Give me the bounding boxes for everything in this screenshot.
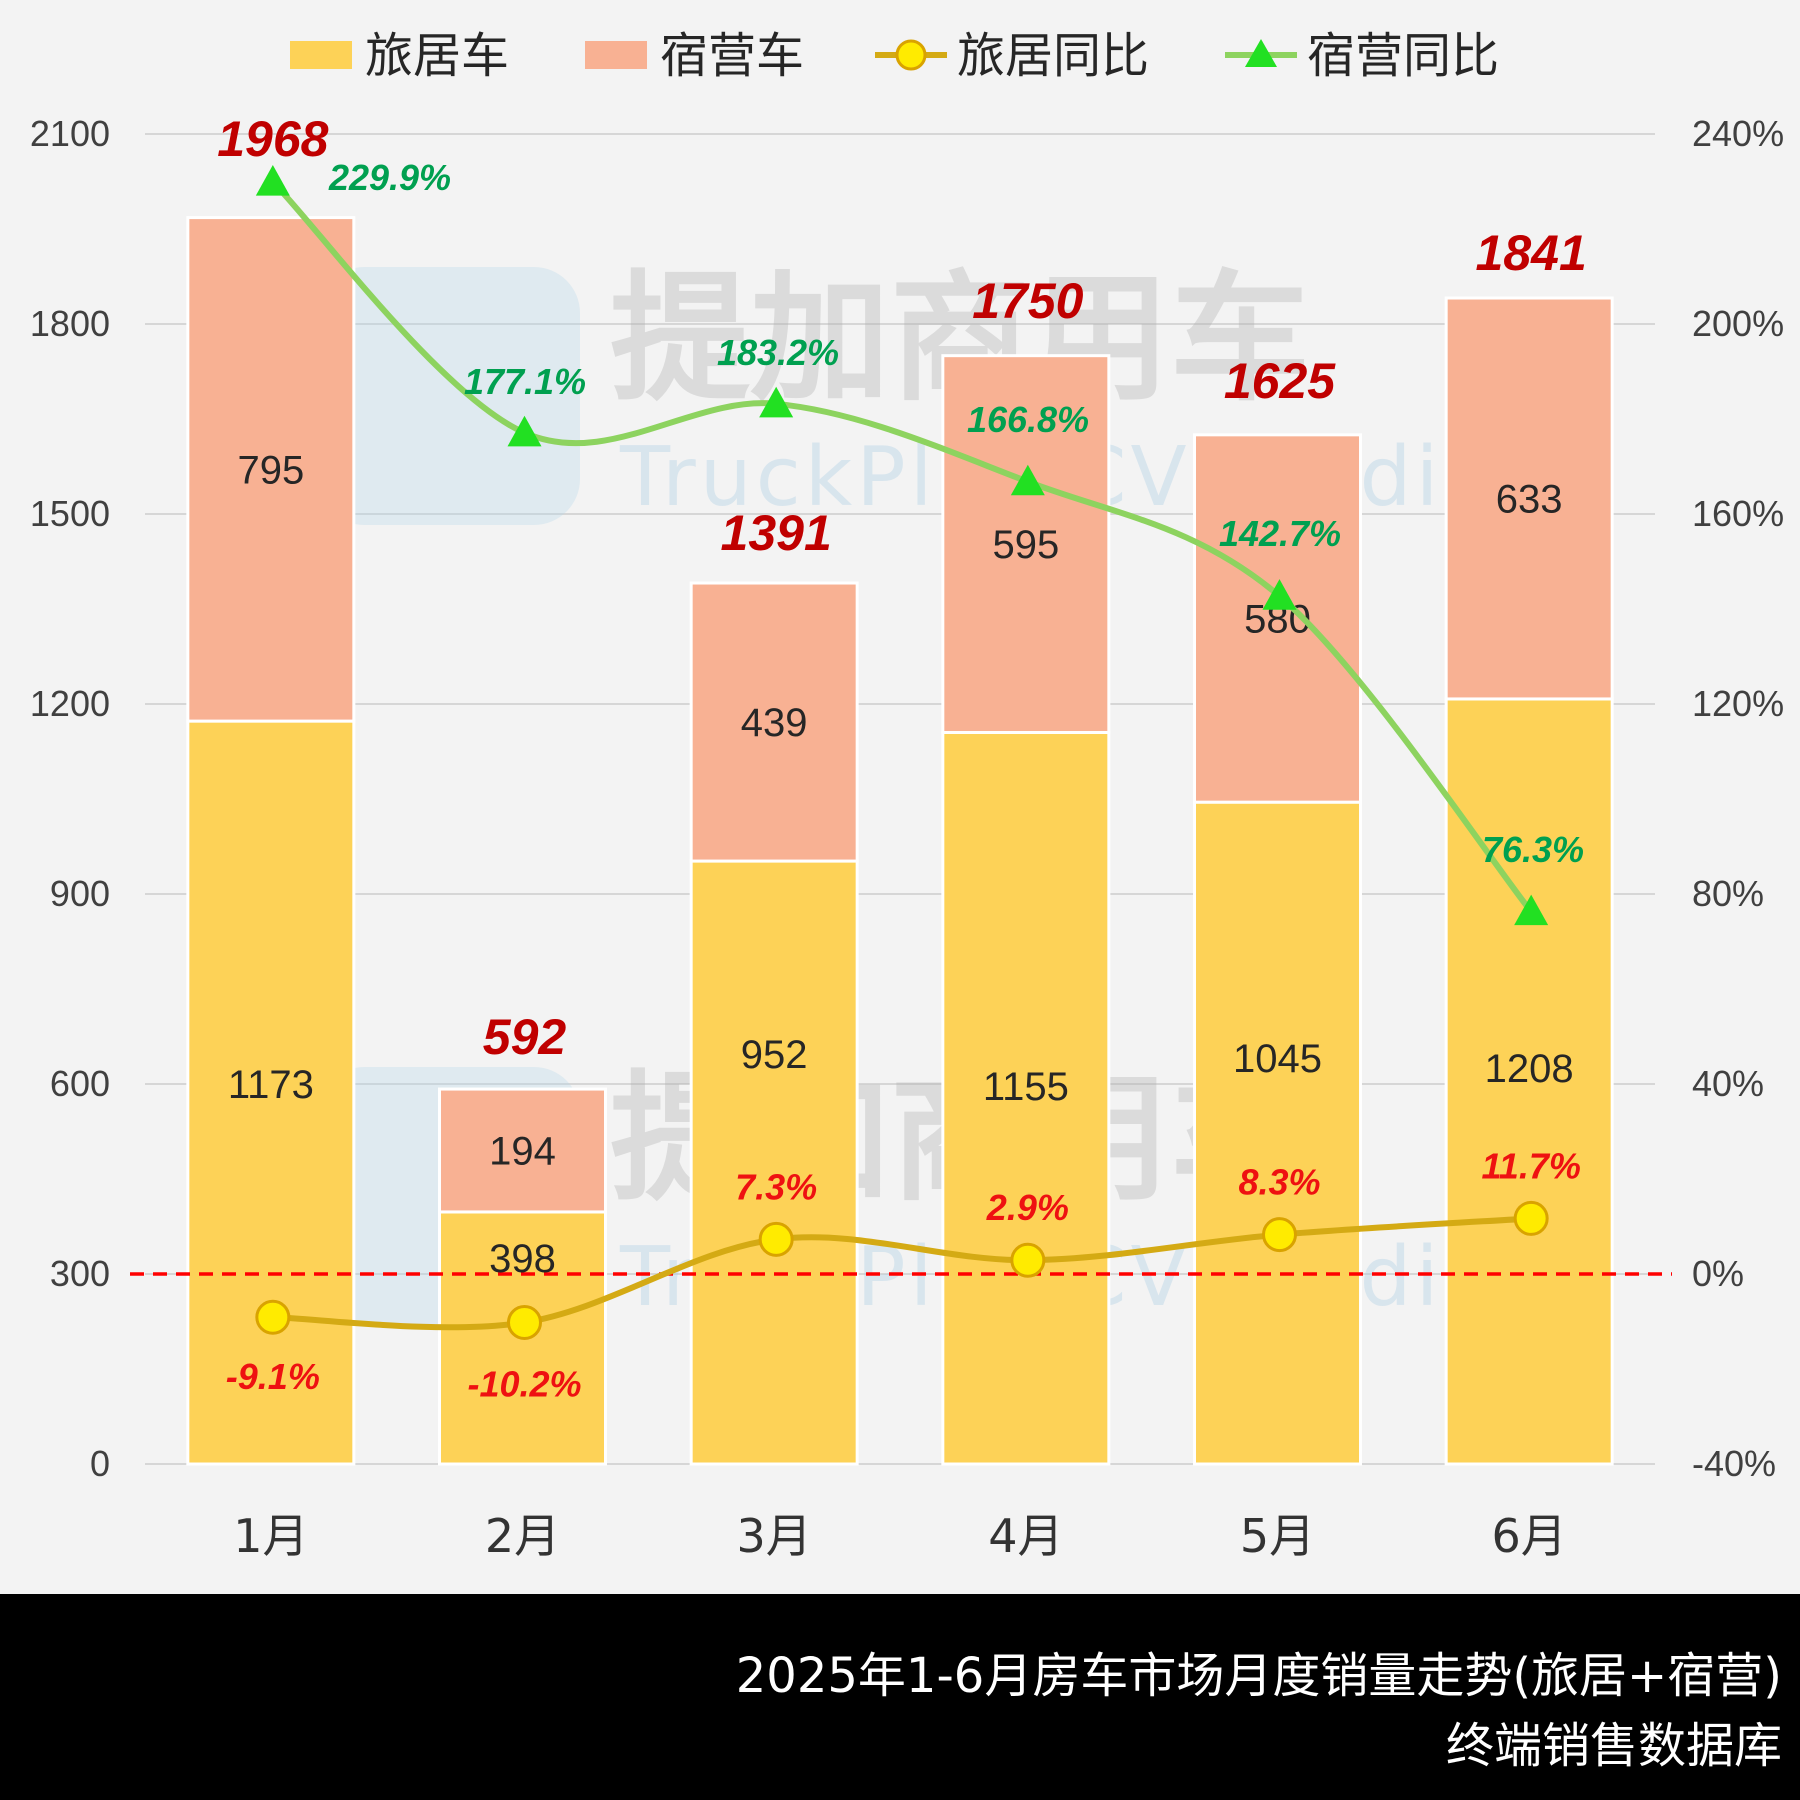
- y-right-tick-label: -40%: [1692, 1443, 1776, 1484]
- bar-camping-value-label: 633: [1496, 477, 1563, 521]
- y-left-tick-label: 1200: [30, 683, 110, 724]
- bar-luxury-value-label: 1173: [228, 1063, 314, 1107]
- y-left-tick-label: 900: [50, 873, 110, 914]
- marker-camping-yoy-6: [1514, 894, 1549, 926]
- legend-label: 宿营同比: [1307, 28, 1499, 84]
- legend-label: 旅居车: [365, 28, 509, 84]
- bar-luxury-value-label: 1155: [983, 1065, 1069, 1109]
- y-left-tick-label: 300: [50, 1253, 110, 1294]
- marker-luxury-yoy-4: [1010, 1242, 1046, 1278]
- marker-luxury-yoy-1: [255, 1299, 291, 1335]
- legend-swatch-1: [290, 41, 352, 69]
- y-right-tick-label: 80%: [1692, 873, 1764, 914]
- bar-luxury-4: [941, 731, 1111, 1466]
- bar-total-label: 1750: [972, 273, 1083, 329]
- bar-total-label: 1841: [1476, 225, 1587, 281]
- y-left-tick-label: 0: [90, 1443, 110, 1484]
- bar-camping-3: [689, 581, 859, 863]
- luxury-yoy-label: -10.2%: [467, 1363, 581, 1404]
- bar-luxury-value-label: 952: [741, 1033, 808, 1077]
- marker-camping-yoy-1: [255, 164, 290, 196]
- y-right-tick-label: 240%: [1692, 113, 1784, 154]
- x-category-label: 6月: [1492, 1509, 1567, 1563]
- y-left-tick-label: 600: [50, 1063, 110, 1104]
- marker-camping-yoy-3: [759, 386, 794, 418]
- luxury-yoy-label: 2.9%: [986, 1187, 1069, 1228]
- bar-total-label: 1968: [217, 111, 328, 167]
- bar-luxury-5: [1193, 800, 1362, 1466]
- camping-yoy-label: 142.7%: [1219, 513, 1341, 554]
- legend-label: 旅居同比: [957, 28, 1149, 84]
- legend-triangle-marker-icon: [1245, 39, 1277, 67]
- x-category-label: 3月: [737, 1509, 812, 1563]
- camping-yoy-label: 183.2%: [717, 332, 839, 373]
- y-left-tick-label: 1800: [30, 303, 110, 344]
- bar-total-label: 1625: [1224, 353, 1336, 409]
- bar-total-label: 592: [483, 1009, 567, 1065]
- x-category-label: 1月: [233, 1509, 308, 1563]
- camping-yoy-label: 76.3%: [1482, 829, 1584, 870]
- camping-yoy-label: 229.9%: [328, 157, 451, 198]
- line-luxury-yoy: [269, 1215, 1535, 1331]
- marker-luxury-yoy-3: [758, 1221, 794, 1257]
- bar-luxury-1: [186, 719, 356, 1466]
- x-category-label: 4月: [988, 1509, 1063, 1563]
- bar-luxury-3: [689, 859, 859, 1466]
- marker-camping-yoy-5: [1262, 579, 1297, 610]
- footer-bar: 2025年1-6月房车市场月度销量走势(旅居+宿营) 终端销售数据库: [0, 1594, 1800, 1800]
- marker-luxury-yoy-6: [1513, 1200, 1549, 1236]
- luxury-yoy-label: 8.3%: [1238, 1162, 1320, 1203]
- watermark-logo-icon: [318, 267, 580, 525]
- luxury-yoy-label: 7.3%: [735, 1166, 817, 1207]
- bar-luxury-value-label: 398: [489, 1237, 556, 1281]
- bar-camping-value-label: 595: [992, 523, 1059, 567]
- legend-circle-marker-icon: [895, 39, 927, 71]
- bar-luxury-6: [1444, 697, 1614, 1466]
- luxury-yoy-label: 11.7%: [1481, 1145, 1580, 1186]
- camping-yoy-label: 166.8%: [967, 399, 1089, 440]
- y-right-tick-label: 40%: [1692, 1063, 1764, 1104]
- line-camping-yoy: [269, 178, 1535, 915]
- x-category-label: 5月: [1240, 1509, 1315, 1563]
- bar-camping-value-label: 194: [489, 1130, 556, 1174]
- bar-camping-4: [941, 354, 1111, 734]
- marker-luxury-yoy-2: [507, 1304, 542, 1340]
- marker-camping-yoy-2: [507, 415, 542, 447]
- y-left-tick-label: 2100: [30, 113, 110, 154]
- bar-luxury-value-label: 1208: [1485, 1047, 1574, 1091]
- marker-camping-yoy-4: [1010, 464, 1045, 496]
- y-right-tick-label: 120%: [1692, 683, 1784, 724]
- chart-subtitle: 终端销售数据库: [1445, 1718, 1782, 1774]
- legend-label: 宿营车: [660, 28, 804, 84]
- y-right-tick-label: 200%: [1692, 303, 1784, 344]
- y-right-tick-label: 160%: [1692, 493, 1784, 534]
- legend-swatch-2: [585, 41, 647, 69]
- bar-camping-value-label: 795: [237, 448, 304, 492]
- chart-svg: 0 300 600 900 1200 1500 1800 2100 -40% 0% 40% 80% 12…: [30, 28, 1784, 1563]
- bar-camping-5: [1193, 433, 1362, 804]
- marker-luxury-yoy-5: [1262, 1217, 1297, 1253]
- y-right-tick-label: 0%: [1692, 1253, 1744, 1294]
- x-category-label: 2月: [485, 1509, 560, 1563]
- bar-camping-value-label: 439: [741, 701, 808, 745]
- chart-title: 2025年1-6月房车市场月度销量走势(旅居+宿营): [735, 1648, 1782, 1704]
- bar-camping-6: [1444, 296, 1614, 701]
- bar-total-label: 1391: [721, 505, 832, 561]
- y-left-tick-label: 1500: [30, 493, 110, 534]
- bar-camping-1: [186, 216, 356, 723]
- bar-luxury-value-label: 1045: [1233, 1037, 1322, 1081]
- luxury-yoy-label: -9.1%: [226, 1356, 320, 1397]
- bar-camping-2: [438, 1087, 607, 1214]
- camping-yoy-label: 177.1%: [464, 361, 586, 402]
